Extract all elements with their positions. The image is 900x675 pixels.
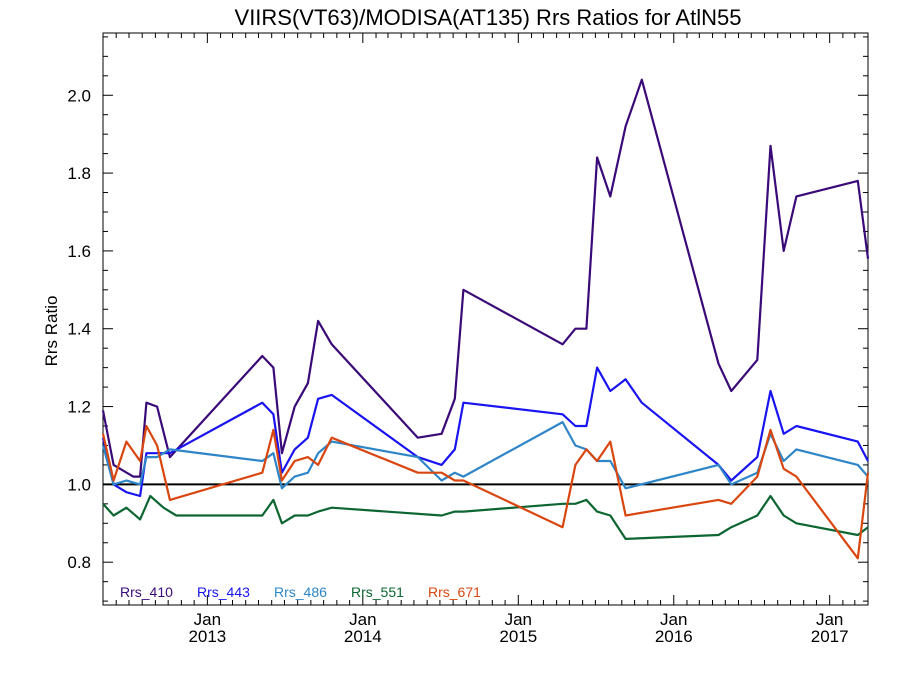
series-line-rrs-671 [101,424,870,560]
x-tick-label-year: 2015 [499,627,537,646]
legend: Rrs_410 Rrs_443 Rrs_486 Rrs_551 Rrs_671 [120,584,481,600]
y-tick-label: 1.2 [67,398,91,417]
series-lines [101,78,870,560]
y-tick-label: 1.0 [67,475,91,494]
legend-entry-rrs-486: Rrs_486 [274,584,327,600]
y-tick-label: 1.8 [67,164,91,183]
y-tick-label: 1.6 [67,242,91,261]
chart-title: VIIRS(VT63)/MODISA(AT135) Rrs Ratios for… [235,5,742,30]
series-line-rrs-410 [101,78,870,478]
legend-entry-rrs-410: Rrs_410 [120,584,173,600]
x-tick-label-year: 2016 [655,627,693,646]
x-tick-label-year: 2017 [811,627,849,646]
y-tick-label: 1.4 [67,320,91,339]
y-tick-label: 0.8 [67,553,91,572]
y-tick-labels: 0.8 1.0 1.2 1.4 1.6 1.8 2.0 [67,86,91,572]
series-line-rrs-443 [101,366,869,498]
legend-entry-rrs-551: Rrs_551 [351,584,404,600]
x-tick-label-year: 2014 [344,627,382,646]
x-tick-label-month: Jan [816,610,843,629]
x-tick-label-month: Jan [349,610,376,629]
plot-area: 0.81.01.21.41.61.82.0 Jan2013Jan2014Jan2… [67,32,870,646]
x-tick-label-month: Jan [660,610,687,629]
y-tick-label: 2.0 [67,86,91,105]
tick-marks [102,33,869,605]
x-tick-label-month: Jan [194,610,221,629]
legend-entry-rrs-671: Rrs_671 [428,584,481,600]
y-axis-label: Rrs Ratio [42,296,61,367]
x-tick-label-month: Jan [505,610,532,629]
plot-frame [102,32,869,606]
x-tick-label-year: 2013 [188,627,226,646]
series-line-rrs-551 [102,494,869,541]
legend-entry-rrs-443: Rrs_443 [197,584,250,600]
series-line-rrs-486 [101,421,869,490]
